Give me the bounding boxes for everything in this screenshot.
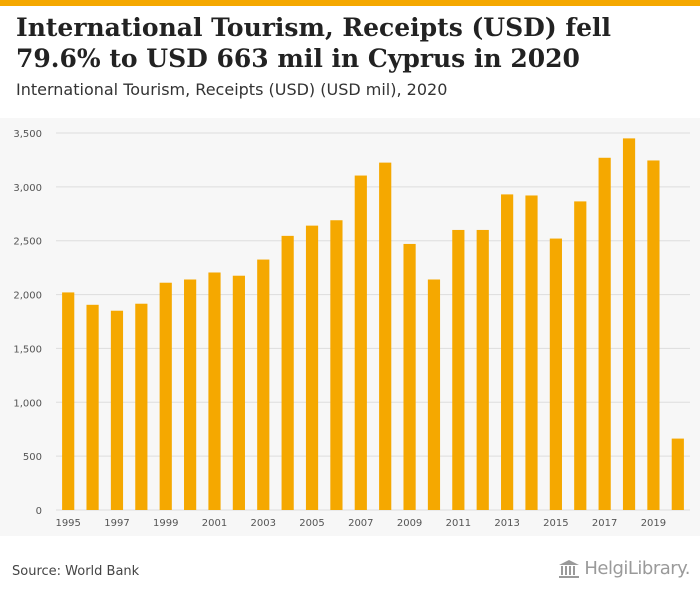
bar [110,310,124,510]
x-tick-label: 2001 [202,518,227,529]
page-title: International Tourism, Receipts (USD) fe… [16,13,612,73]
building-icon [559,559,580,578]
bar [305,225,319,510]
bar [159,282,172,510]
x-tick-label: 2013 [494,518,519,529]
x-tick-label: 1995 [55,518,80,529]
y-tick-label: 500 [23,452,42,463]
y-tick-label: 2,000 [13,291,42,302]
bar [379,162,392,510]
x-tick-label: 1999 [153,518,178,529]
bar [598,157,611,510]
chart-subtitle: International Tourism, Receipts (USD) (U… [16,80,448,99]
y-tick-label: 0 [36,506,42,517]
bar [208,272,221,510]
helgi-library-logo[interactable]: HelgiLibrary. [558,558,690,579]
chart-panel: 0 500 1,000 1,500 2,000 2,500 3,000 3,500 1995 19… [0,118,700,536]
logo-text: HelgiLibrary. [584,558,690,579]
y-tick-label: 3,500 [13,129,42,140]
x-tick-label: 2005 [299,518,324,529]
bar [354,175,367,510]
x-tick-label: 2015 [543,518,568,529]
y-tick-label: 1,000 [13,398,42,409]
bar [330,220,343,510]
bar [647,160,660,510]
grid-layer [56,132,690,511]
x-tick-label: 2011 [446,518,471,529]
bar [403,243,416,510]
bar [135,303,148,510]
bar [86,304,99,510]
bar [427,279,441,510]
x-tick-label: 2017 [592,518,617,529]
bar [622,138,636,510]
bar-chart: 0 500 1,000 1,500 2,000 2,500 3,000 3,500 1995 19… [13,129,690,529]
bar [62,292,75,510]
source-label: Source: World Bank [12,564,140,579]
bar [257,259,270,510]
bar [501,194,514,510]
bar [476,229,489,510]
x-tick-label: 2019 [641,518,666,529]
x-tick-label: 2007 [348,518,373,529]
bar [549,238,562,510]
bar [671,438,684,510]
y-tick-label: 1,500 [13,344,42,355]
top-accent-bar [0,0,700,6]
bar [232,275,245,510]
bar [574,201,587,511]
bar [184,279,197,510]
bar-layer [62,138,684,511]
bar [281,235,294,511]
x-tick-label: 2009 [397,518,422,529]
bar [452,229,465,510]
axis-layer: 0 500 1,000 1,500 2,000 2,500 3,000 3,500 1995 19… [13,129,666,529]
x-tick-label: 1997 [104,518,129,529]
bar [525,195,538,510]
y-tick-label: 2,500 [13,237,42,248]
x-tick-label: 2003 [251,518,276,529]
y-tick-label: 3,000 [13,183,42,194]
